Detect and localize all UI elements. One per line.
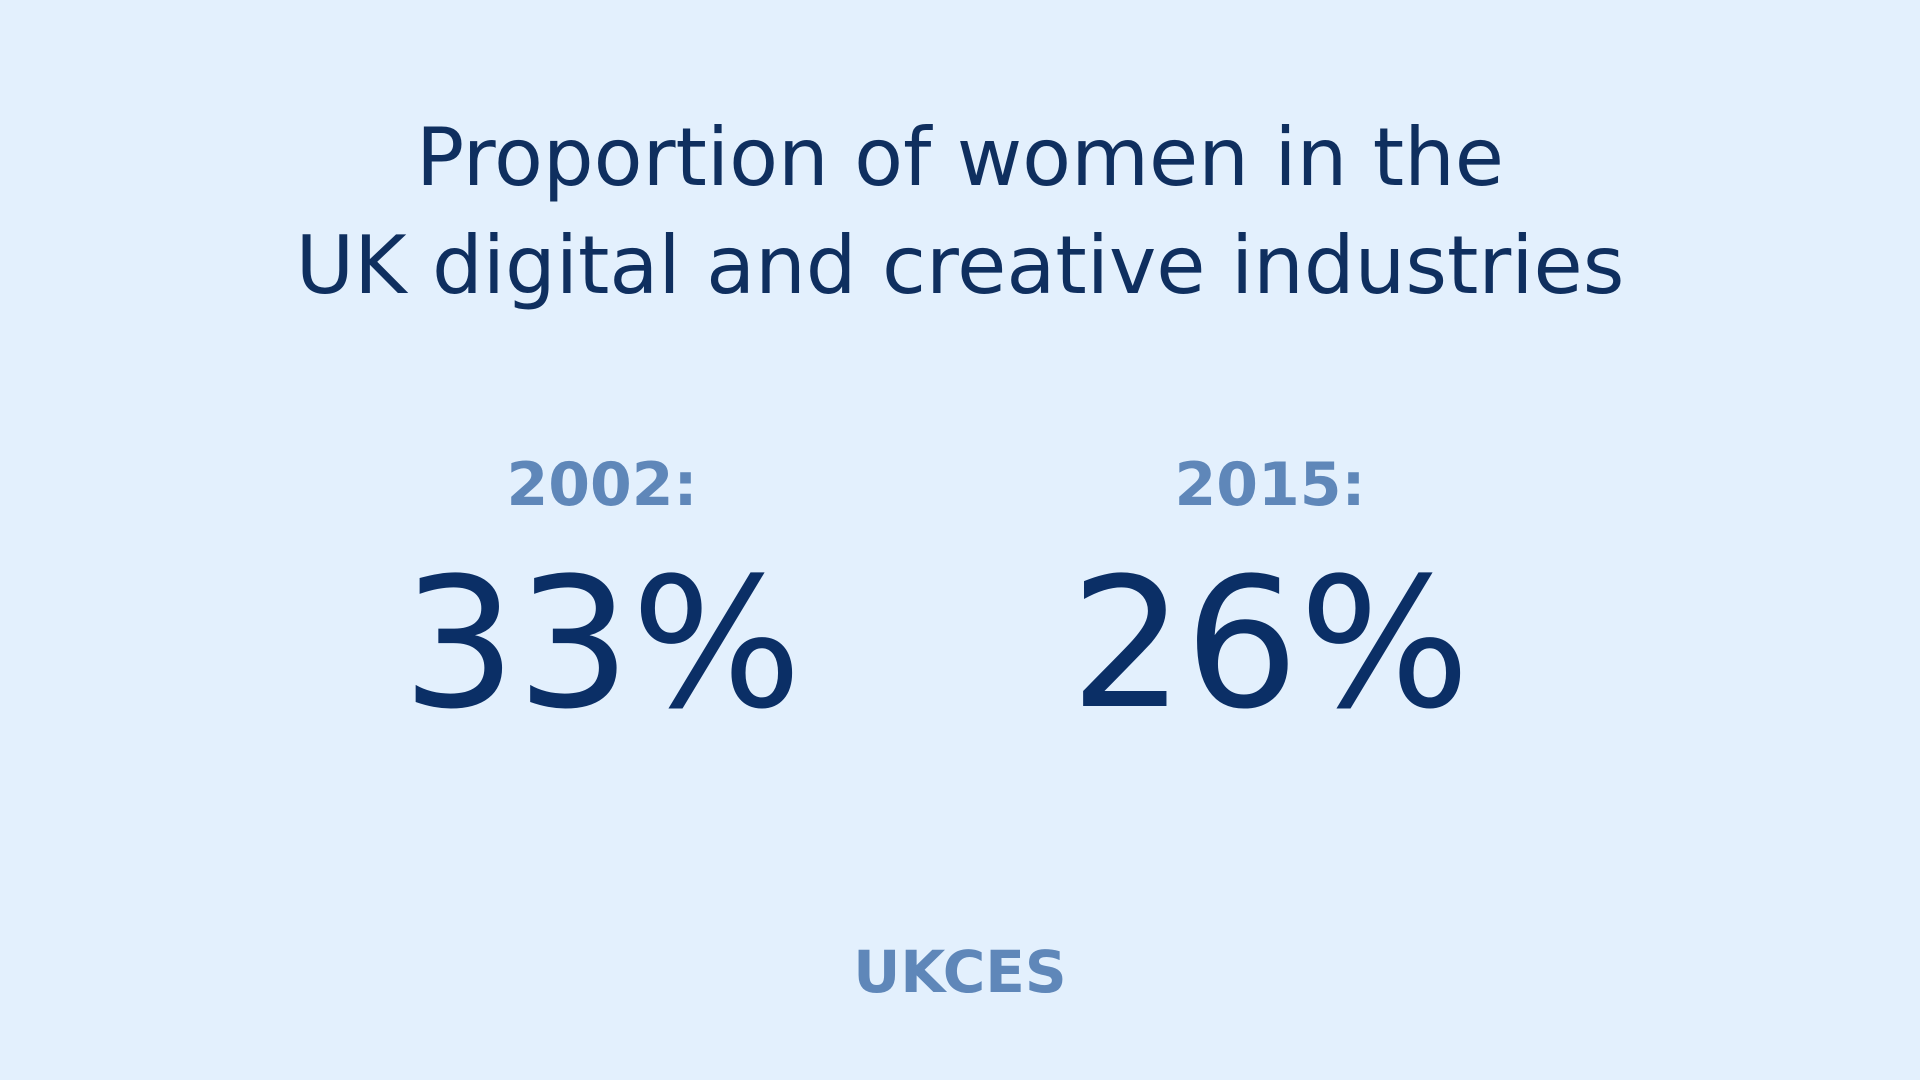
stat-value: 26% [1069, 540, 1471, 749]
title-line: UK digital and creative industries [295, 219, 1625, 312]
stat-year: 2002: [506, 450, 698, 520]
stat-value: 33% [401, 540, 803, 749]
stat: 2015: 26% [920, 455, 1620, 735]
stat-year: 2015: [1174, 450, 1366, 520]
source: UKCES [853, 938, 1067, 1006]
stat: 2002: 33% [252, 455, 952, 735]
title-line: Proportion of women in the [415, 111, 1505, 204]
